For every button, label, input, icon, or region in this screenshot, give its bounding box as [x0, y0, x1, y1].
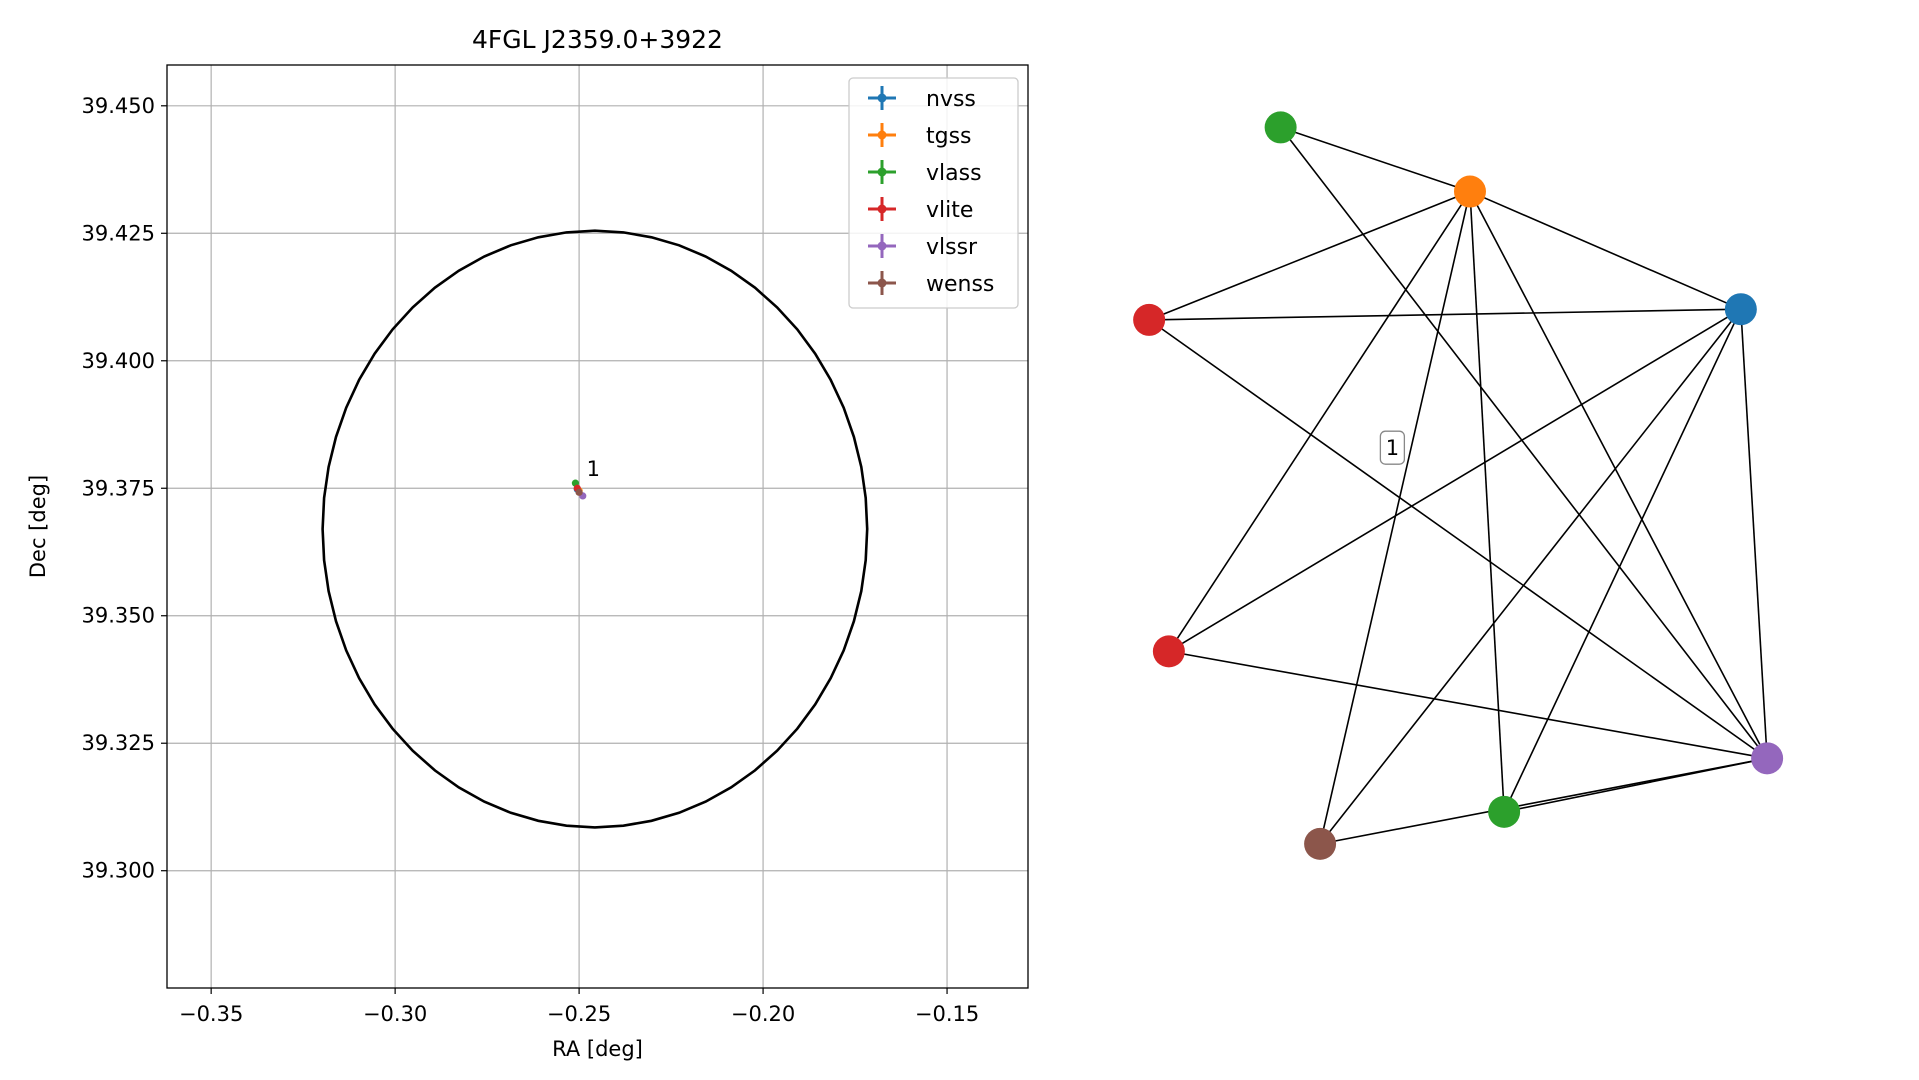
- legend-label: tgss: [926, 124, 972, 149]
- network-edge: [1503, 308, 1742, 813]
- y-tick-label: 39.400: [82, 349, 155, 373]
- network-node-tgss: [1453, 175, 1486, 208]
- legend-entry-nvss: nvss: [868, 86, 976, 112]
- y-tick-label: 39.450: [82, 94, 155, 118]
- network-graph: 1: [1133, 111, 1784, 860]
- legend-label: wenss: [926, 272, 994, 297]
- legend-marker-dot: [877, 130, 887, 140]
- network-edge: [1149, 308, 1741, 321]
- network-node-vlass_a: [1264, 111, 1297, 144]
- y-axis-label: Dec [deg]: [26, 475, 50, 578]
- network-nodes: [1133, 111, 1784, 860]
- network-edge: [1469, 191, 1505, 812]
- network-node-vlass_b: [1488, 795, 1521, 828]
- legend: nvss tgss vlass vlite vlssr wenss: [848, 77, 1019, 309]
- y-axis-ticks: 39.300 39.325 39.350 39.375 39.400 39.425 39.4…: [82, 94, 167, 883]
- legend-marker-dot: [877, 204, 887, 214]
- network-node-wenss: [1304, 827, 1337, 860]
- data-points: [571, 479, 587, 500]
- chart-title: 4FGL J2359.0+3922: [472, 25, 723, 54]
- x-axis-label: RA [deg]: [552, 1037, 643, 1061]
- network-labels: 1: [1379, 430, 1406, 465]
- network-edge: [1168, 650, 1768, 760]
- x-tick-label: −0.15: [915, 1002, 979, 1026]
- legend-marker-dot: [877, 167, 887, 177]
- x-tick-label: −0.35: [179, 1002, 243, 1026]
- legend-marker-dot: [877, 93, 887, 103]
- network-edge: [1319, 191, 1471, 845]
- network-edge: [1319, 308, 1742, 845]
- legend-entry-vlite: vlite: [868, 197, 973, 223]
- y-tick-label: 39.325: [82, 731, 155, 755]
- network-node-nvss: [1724, 293, 1757, 326]
- plot-frame: [166, 64, 1029, 989]
- legend-label: vlass: [926, 161, 982, 186]
- x-tick-label: −0.25: [547, 1002, 611, 1026]
- network-label-box: [1379, 430, 1406, 465]
- network-edge: [1148, 319, 1768, 759]
- data-point-wenss: [575, 488, 583, 496]
- network-edge: [1168, 308, 1742, 653]
- legend-marker-dot: [877, 241, 887, 251]
- network-node-vlite_a: [1133, 303, 1166, 336]
- legend-entries: nvss tgss vlass vlite vlssr wenss: [868, 86, 994, 297]
- network-label-text: 1: [1386, 436, 1399, 460]
- y-tick-label: 39.300: [82, 859, 155, 883]
- network-edge: [1319, 757, 1768, 845]
- network-node-vlite_b: [1152, 635, 1185, 668]
- scatter-chart: 1 −0.35 −0.30 −0.25 −0.20 −0.15 39.300 39.325…: [26, 25, 1029, 1061]
- legend-label: nvss: [926, 87, 976, 112]
- network-edge: [1740, 309, 1768, 759]
- grid-lines: [167, 65, 1028, 988]
- y-tick-label: 39.350: [82, 604, 155, 628]
- network-edge-label: 1: [1379, 430, 1406, 465]
- network-edges: [1148, 126, 1768, 845]
- x-tick-label: −0.20: [731, 1002, 795, 1026]
- network-edge: [1279, 126, 1768, 759]
- y-tick-label: 39.425: [82, 221, 155, 245]
- network-edge: [1469, 191, 1768, 759]
- scatter-annotation: 1: [587, 457, 600, 481]
- network-edge: [1148, 190, 1471, 321]
- legend-entry-vlssr: vlssr: [868, 234, 978, 260]
- x-axis-ticks: −0.35 −0.30 −0.25 −0.20 −0.15: [179, 988, 979, 1026]
- network-edge: [1168, 191, 1471, 652]
- legend-marker-dot: [877, 278, 887, 288]
- network-edge: [1280, 126, 1471, 193]
- y-tick-label: 39.375: [82, 476, 155, 500]
- legend-label: vlite: [926, 198, 973, 223]
- x-tick-label: −0.30: [363, 1002, 427, 1026]
- legend-entry-wenss: wenss: [868, 271, 994, 297]
- legend-entry-tgss: tgss: [868, 123, 972, 149]
- network-edge: [1469, 190, 1742, 310]
- legend-entry-vlass: vlass: [868, 160, 982, 186]
- legend-label: vlssr: [926, 235, 978, 260]
- error-ellipse: [321, 229, 869, 829]
- network-node-vlssr: [1751, 742, 1784, 775]
